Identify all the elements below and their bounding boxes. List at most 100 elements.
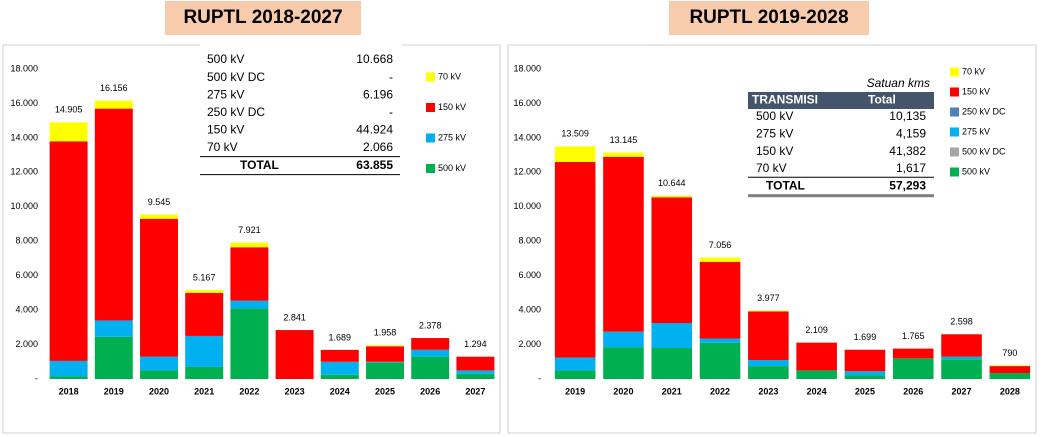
bar-segment bbox=[651, 195, 693, 198]
x-tick-label: 2022 bbox=[710, 386, 730, 396]
bar-segment bbox=[49, 122, 88, 142]
total-label: 13.509 bbox=[561, 129, 589, 139]
total-label: 1.294 bbox=[464, 339, 487, 349]
table-value: 6.196 bbox=[363, 87, 393, 101]
y-tick-label: 18.000 bbox=[10, 63, 38, 73]
bar-segment bbox=[320, 374, 359, 379]
chart-title: RUPTL 2019-2028 bbox=[689, 7, 848, 28]
bar-segment bbox=[411, 356, 450, 379]
bar-segment bbox=[230, 308, 269, 379]
bar-segment bbox=[49, 141, 88, 361]
bar-segment bbox=[941, 356, 982, 360]
y-tick-label: 14.000 bbox=[513, 132, 541, 142]
table-value: 63.855 bbox=[356, 158, 393, 172]
y-tick-label: 4.000 bbox=[15, 304, 38, 314]
legend-swatch bbox=[950, 67, 959, 77]
table-bg bbox=[200, 44, 402, 176]
x-tick-label: 2022 bbox=[239, 386, 259, 396]
chart-title: RUPTL 2018-2027 bbox=[183, 7, 342, 28]
bar-segment bbox=[49, 360, 88, 377]
bar-segment bbox=[456, 373, 495, 379]
bar-segment bbox=[941, 359, 982, 379]
total-label: 7.056 bbox=[709, 240, 732, 250]
total-label: 1.765 bbox=[902, 331, 925, 341]
bar-segment bbox=[230, 300, 269, 309]
bar-segment bbox=[94, 100, 133, 109]
table-label: 250 kV DC bbox=[207, 105, 265, 119]
table-label: 500 kV bbox=[756, 109, 793, 123]
y-tick-label: 16.000 bbox=[513, 98, 541, 108]
legend-label: 70 kV bbox=[962, 66, 985, 76]
table-rule bbox=[748, 194, 934, 198]
total-label: 1.958 bbox=[374, 328, 397, 338]
bar-segment bbox=[456, 356, 495, 371]
bar-segment bbox=[94, 336, 133, 379]
bar-segment bbox=[366, 361, 404, 363]
total-label: 790 bbox=[1002, 348, 1017, 358]
table-label: 500 kV bbox=[207, 52, 244, 66]
bar-segment bbox=[94, 108, 133, 321]
total-label: 5.167 bbox=[193, 272, 216, 282]
total-label: 1.689 bbox=[329, 332, 352, 342]
total-label: 2.598 bbox=[950, 317, 973, 327]
x-tick-label: 2023 bbox=[758, 386, 778, 396]
legend-label: 250 kV DC bbox=[962, 106, 1006, 116]
legend-swatch bbox=[426, 164, 435, 173]
table-label: 150 kV bbox=[756, 144, 793, 158]
title-box bbox=[669, 1, 869, 35]
y-tick-label: 8.000 bbox=[518, 236, 541, 246]
bar-segment bbox=[748, 311, 789, 361]
x-tick-label: 2023 bbox=[285, 386, 305, 396]
table-label: 500 kV DC bbox=[207, 70, 265, 84]
table-value: 41,382 bbox=[889, 144, 926, 158]
total-label: 9.545 bbox=[148, 197, 171, 207]
y-tick-label: 10.000 bbox=[513, 201, 541, 211]
y-tick-label: 8.000 bbox=[15, 236, 38, 246]
bar-segment bbox=[699, 257, 741, 262]
y-tick-label: 2.000 bbox=[518, 339, 541, 349]
y-tick-label: 10.000 bbox=[10, 201, 38, 211]
bar-segment bbox=[554, 370, 596, 379]
bar-segment bbox=[140, 356, 178, 371]
x-tick-label: 2026 bbox=[420, 386, 440, 396]
x-tick-label: 2024 bbox=[330, 386, 350, 396]
total-label: 2.378 bbox=[419, 320, 442, 330]
bar-segment bbox=[748, 366, 789, 379]
total-label: 14.905 bbox=[55, 105, 83, 115]
bar-segment bbox=[748, 360, 789, 367]
bar-segment bbox=[411, 338, 450, 350]
table-value: 2.066 bbox=[363, 140, 393, 154]
table-header: Total bbox=[868, 93, 896, 107]
y-tick-label: 12.000 bbox=[513, 167, 541, 177]
y-tick-label: 14.000 bbox=[10, 132, 38, 142]
bar-segment bbox=[603, 156, 644, 332]
bar-segment bbox=[456, 370, 495, 374]
table-header-bg bbox=[748, 92, 934, 109]
total-label: 16.156 bbox=[100, 83, 128, 93]
total-label: 2.109 bbox=[805, 325, 828, 335]
legend-swatch bbox=[950, 147, 959, 157]
bar-segment bbox=[699, 338, 741, 343]
bar-segment bbox=[651, 348, 693, 379]
legend-label: 150 kV bbox=[438, 102, 466, 112]
bar-segment bbox=[366, 345, 404, 347]
bar-segment bbox=[320, 361, 359, 375]
table-label: 70 kV bbox=[756, 161, 787, 175]
bar-segment bbox=[941, 334, 982, 357]
title-box bbox=[165, 1, 361, 35]
table-value: 44.924 bbox=[356, 123, 393, 137]
bar-segment bbox=[844, 375, 886, 379]
table-label: 150 kV bbox=[207, 123, 244, 137]
bar-segment bbox=[603, 331, 644, 348]
y-tick-label: 6.000 bbox=[518, 270, 541, 280]
table-label: TOTAL bbox=[240, 158, 279, 172]
legend-swatch bbox=[950, 87, 959, 97]
x-tick-label: 2025 bbox=[375, 386, 395, 396]
total-label: 13.145 bbox=[610, 135, 638, 145]
x-tick-label: 2020 bbox=[613, 386, 633, 396]
bar-segment bbox=[989, 365, 1031, 367]
bar-segment bbox=[554, 162, 596, 358]
y-tick-label: 12.000 bbox=[10, 167, 38, 177]
total-label: 3.977 bbox=[757, 293, 780, 303]
legend-swatch bbox=[950, 127, 959, 137]
